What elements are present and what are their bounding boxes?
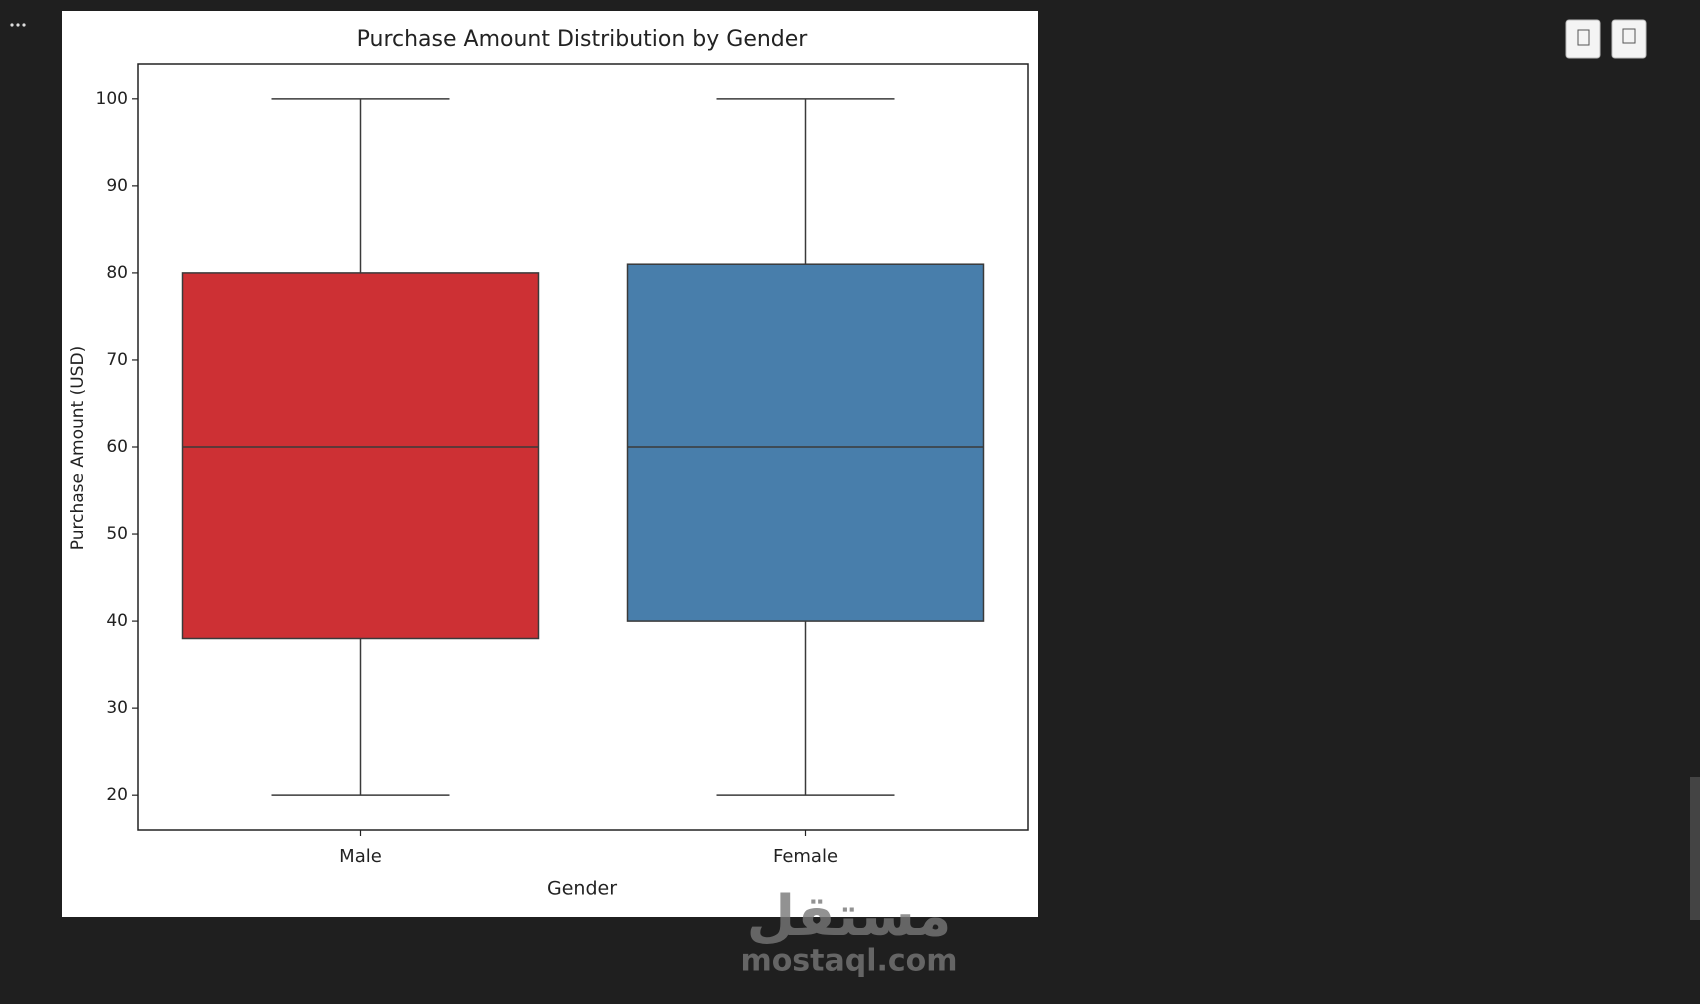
menu-dots[interactable]	[10, 23, 26, 27]
y-tick-label: 40	[106, 611, 128, 631]
chart-title: Purchase Amount Distribution by Gender	[357, 27, 809, 52]
y-tick-label: 70	[106, 350, 128, 370]
copy-button[interactable]	[1565, 19, 1601, 59]
x-tick-label: Female	[773, 846, 838, 867]
y-tick-label: 20	[106, 785, 128, 805]
x-tick-label: Male	[339, 846, 382, 867]
button-bg	[1611, 19, 1647, 59]
y-tick-label: 60	[106, 437, 128, 457]
y-tick-label: 100	[96, 89, 128, 109]
box	[626, 263, 985, 622]
y-tick-label: 50	[106, 524, 128, 544]
copy-icon	[1577, 29, 1590, 46]
dot	[22, 23, 26, 27]
y-axis-label: Purchase Amount (USD)	[68, 346, 88, 550]
button-bg	[1565, 19, 1601, 59]
watermark-arabic: مستقل	[747, 884, 952, 949]
dot	[16, 23, 20, 27]
save-icon	[1622, 28, 1636, 44]
watermark-site: mostaql.com	[740, 944, 957, 979]
y-tick-label: 90	[106, 176, 128, 196]
dot	[10, 23, 14, 27]
save-button[interactable]	[1611, 19, 1647, 59]
box	[181, 272, 540, 640]
y-tick-label: 80	[106, 263, 128, 283]
x-axis-label: Gender	[547, 878, 617, 900]
y-tick-label: 30	[106, 698, 128, 718]
scrollbar[interactable]	[1690, 777, 1700, 920]
